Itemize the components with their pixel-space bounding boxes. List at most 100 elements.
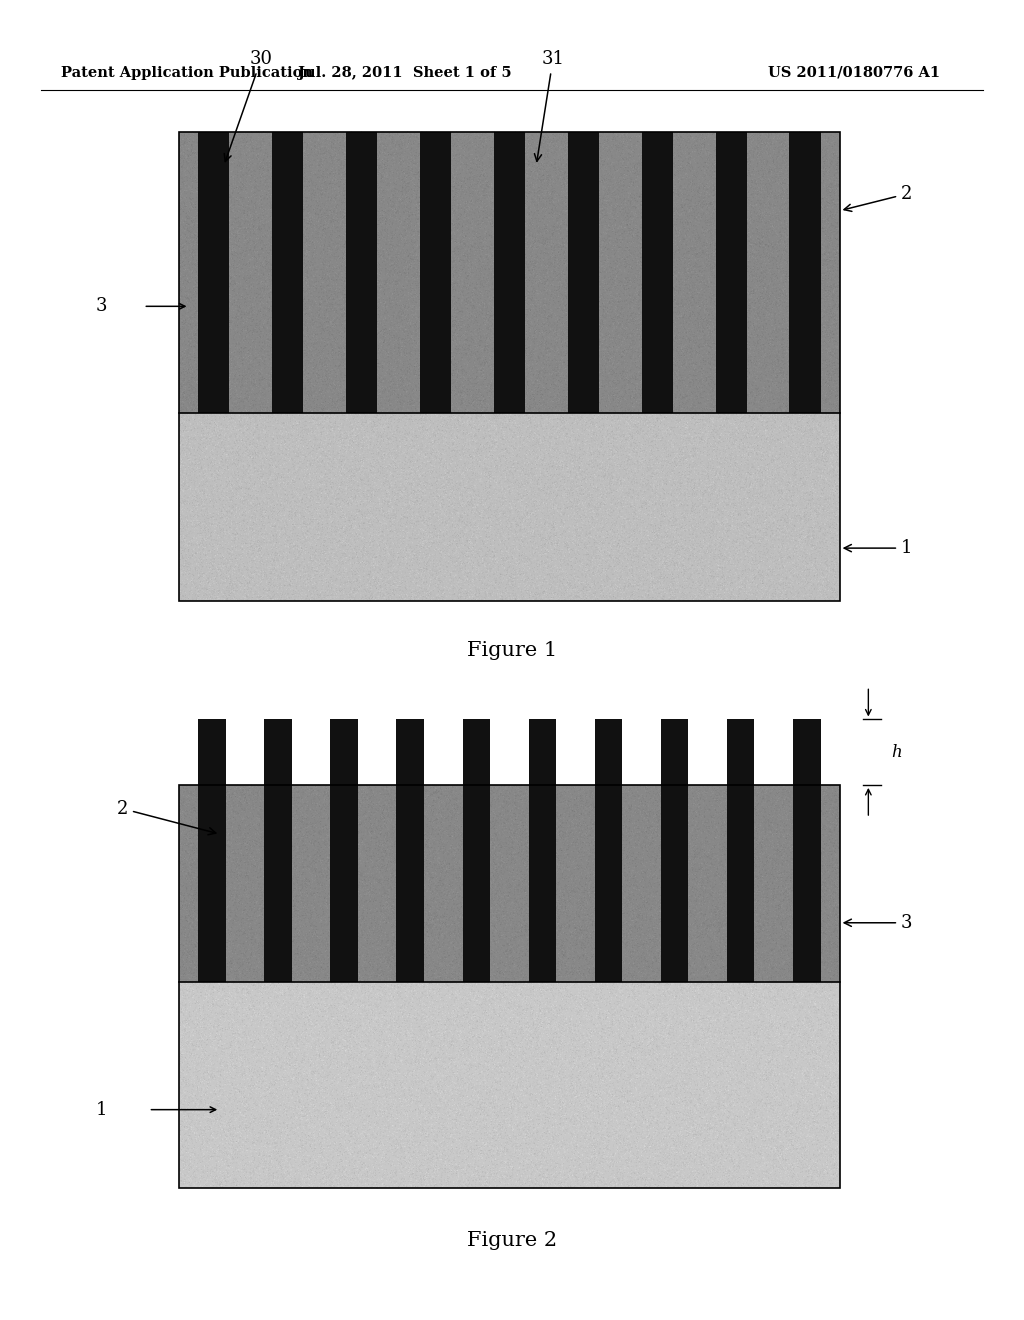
Point <box>705 186 721 207</box>
Point <box>759 998 775 1019</box>
Point <box>681 589 697 610</box>
Point <box>305 161 322 182</box>
Point <box>386 986 402 1007</box>
Point <box>767 512 783 533</box>
Point <box>696 807 713 828</box>
Point <box>567 1014 584 1035</box>
Point <box>217 364 233 385</box>
Point <box>383 166 399 187</box>
Point <box>695 309 712 330</box>
Point <box>397 553 414 574</box>
Point <box>626 364 642 385</box>
Point <box>384 1129 400 1150</box>
Point <box>239 326 255 347</box>
Point <box>294 1160 310 1181</box>
Point <box>767 506 783 527</box>
Point <box>791 183 807 205</box>
Point <box>288 441 304 462</box>
Point <box>762 557 778 578</box>
Point <box>654 1019 671 1040</box>
Point <box>827 483 844 504</box>
Point <box>791 884 807 906</box>
Point <box>714 238 730 259</box>
Point <box>527 1056 544 1077</box>
Point <box>188 502 205 523</box>
Point <box>783 1022 800 1043</box>
Point <box>614 150 631 172</box>
Point <box>215 994 231 1015</box>
Point <box>335 152 351 173</box>
Point <box>731 227 748 248</box>
Point <box>412 174 428 195</box>
Point <box>784 496 801 517</box>
Point <box>542 799 558 820</box>
Point <box>662 1073 678 1094</box>
Point <box>387 1177 403 1199</box>
Point <box>338 777 354 799</box>
Point <box>760 1064 776 1085</box>
Point <box>259 293 275 314</box>
Point <box>765 449 781 470</box>
Point <box>333 799 349 820</box>
Point <box>193 450 209 471</box>
Point <box>730 313 746 334</box>
Point <box>412 923 428 944</box>
Point <box>336 939 352 960</box>
Point <box>388 948 404 969</box>
Point <box>795 945 811 966</box>
Point <box>198 360 214 381</box>
Point <box>712 264 728 285</box>
Point <box>538 260 554 281</box>
Point <box>588 330 604 351</box>
Point <box>291 198 307 219</box>
Point <box>768 1047 784 1068</box>
Point <box>645 1003 662 1024</box>
Point <box>719 810 735 832</box>
Point <box>351 554 368 576</box>
Point <box>332 912 348 933</box>
Point <box>342 577 358 598</box>
Point <box>613 370 630 391</box>
Point <box>790 1134 806 1155</box>
Point <box>455 143 471 164</box>
Point <box>522 552 539 573</box>
Point <box>580 796 596 817</box>
Point <box>199 888 215 909</box>
Point <box>697 990 714 1011</box>
Point <box>276 298 293 319</box>
Point <box>365 1138 381 1159</box>
Point <box>474 236 490 257</box>
Point <box>644 1101 660 1122</box>
Point <box>258 1173 274 1195</box>
Point <box>393 486 410 507</box>
Point <box>797 297 813 318</box>
Point <box>793 372 809 393</box>
Point <box>452 546 468 568</box>
Point <box>307 220 324 242</box>
Point <box>412 550 428 572</box>
Point <box>763 271 779 292</box>
Point <box>476 124 493 145</box>
Point <box>823 1098 840 1119</box>
Point <box>248 1018 264 1039</box>
Point <box>193 473 209 494</box>
Point <box>645 804 662 825</box>
Point <box>390 185 407 206</box>
Point <box>247 950 263 972</box>
Point <box>329 1172 345 1193</box>
Point <box>389 275 406 296</box>
Point <box>737 318 754 339</box>
Point <box>386 1085 402 1106</box>
Point <box>349 174 366 195</box>
Point <box>508 1084 524 1105</box>
Point <box>582 350 598 371</box>
Point <box>766 804 782 825</box>
Point <box>355 954 372 975</box>
Point <box>248 775 264 796</box>
Point <box>495 968 511 989</box>
Point <box>522 473 539 494</box>
Point <box>284 869 300 890</box>
Point <box>371 1053 387 1074</box>
Point <box>526 430 543 451</box>
Point <box>367 516 383 537</box>
